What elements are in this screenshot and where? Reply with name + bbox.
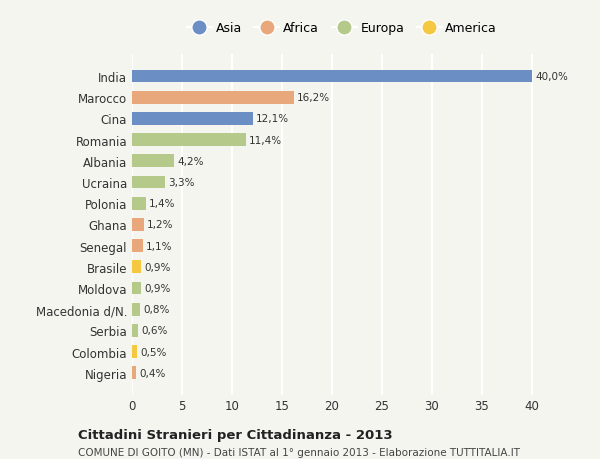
Bar <box>132 155 174 168</box>
Text: 12,1%: 12,1% <box>256 114 289 124</box>
Bar <box>132 282 141 295</box>
Bar <box>132 218 144 231</box>
Bar <box>132 92 294 104</box>
Legend: Asia, Africa, Europa, America: Asia, Africa, Europa, America <box>182 17 502 40</box>
Bar <box>132 346 137 358</box>
Bar <box>132 197 146 210</box>
Bar <box>132 240 143 252</box>
Text: 11,4%: 11,4% <box>249 135 282 146</box>
Bar <box>132 261 141 274</box>
Text: 0,8%: 0,8% <box>143 304 169 314</box>
Text: 0,9%: 0,9% <box>144 262 170 272</box>
Bar <box>132 325 138 337</box>
Text: 4,2%: 4,2% <box>177 157 203 167</box>
Text: 0,6%: 0,6% <box>141 326 167 336</box>
Bar <box>132 134 246 147</box>
Text: 0,9%: 0,9% <box>144 283 170 293</box>
Text: Cittadini Stranieri per Cittadinanza - 2013: Cittadini Stranieri per Cittadinanza - 2… <box>78 428 392 442</box>
Text: 0,4%: 0,4% <box>139 368 166 378</box>
Text: 1,4%: 1,4% <box>149 199 176 209</box>
Bar <box>132 367 136 379</box>
Text: 1,2%: 1,2% <box>147 220 173 230</box>
Text: 1,1%: 1,1% <box>146 241 173 251</box>
Bar <box>132 113 253 125</box>
Text: 40,0%: 40,0% <box>535 72 568 82</box>
Text: 0,5%: 0,5% <box>140 347 166 357</box>
Bar <box>132 303 140 316</box>
Bar <box>132 176 165 189</box>
Text: COMUNE DI GOITO (MN) - Dati ISTAT al 1° gennaio 2013 - Elaborazione TUTTITALIA.I: COMUNE DI GOITO (MN) - Dati ISTAT al 1° … <box>78 448 520 457</box>
Text: 16,2%: 16,2% <box>297 93 330 103</box>
Text: 3,3%: 3,3% <box>168 178 194 188</box>
Bar <box>132 71 532 83</box>
